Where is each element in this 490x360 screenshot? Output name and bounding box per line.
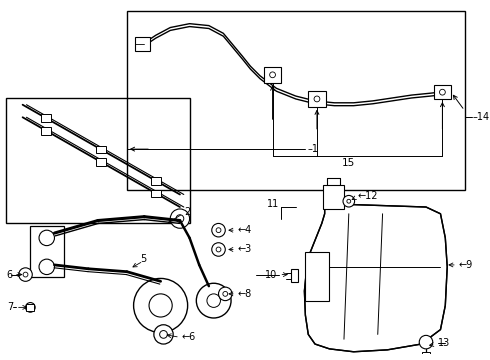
Bar	[323, 185, 344, 209]
Bar	[264, 67, 281, 82]
Circle shape	[212, 243, 225, 256]
Circle shape	[419, 336, 433, 349]
Text: 5: 5	[140, 254, 147, 264]
Circle shape	[149, 294, 172, 317]
Text: 6: 6	[6, 270, 12, 280]
Circle shape	[23, 272, 28, 277]
Bar	[30, 226, 64, 276]
Circle shape	[25, 302, 35, 312]
Circle shape	[343, 195, 355, 207]
Text: 10: 10	[265, 270, 277, 280]
Text: ←8: ←8	[238, 289, 252, 299]
Bar	[308, 91, 326, 107]
Bar	[97, 146, 106, 153]
Text: 15: 15	[342, 158, 355, 168]
Text: ←9: ←9	[459, 260, 473, 270]
Text: 7: 7	[8, 302, 14, 312]
Circle shape	[19, 268, 32, 281]
Text: ←6: ←6	[182, 332, 196, 342]
Text: 2: 2	[185, 207, 191, 217]
Circle shape	[347, 199, 351, 203]
Bar	[151, 177, 161, 185]
Bar	[6, 98, 190, 224]
Text: –1: –1	[307, 144, 318, 154]
Bar	[305, 252, 329, 301]
Circle shape	[216, 247, 221, 252]
Bar	[41, 127, 51, 135]
Circle shape	[160, 330, 168, 338]
Bar	[41, 114, 51, 122]
Polygon shape	[304, 204, 447, 352]
Circle shape	[207, 294, 220, 307]
Circle shape	[212, 224, 225, 237]
Circle shape	[223, 292, 228, 296]
Circle shape	[216, 228, 221, 233]
Text: ←12: ←12	[358, 192, 378, 201]
Circle shape	[39, 259, 54, 275]
Circle shape	[39, 230, 54, 246]
Bar	[151, 190, 161, 197]
Bar	[291, 269, 297, 282]
Bar	[97, 158, 106, 166]
Text: ←3: ←3	[238, 244, 252, 255]
Circle shape	[170, 209, 190, 228]
Circle shape	[176, 215, 184, 222]
Text: –14: –14	[472, 112, 490, 122]
Circle shape	[134, 278, 188, 333]
Bar	[127, 11, 465, 190]
Circle shape	[196, 283, 231, 318]
Circle shape	[154, 325, 173, 344]
Bar	[26, 303, 34, 311]
Text: ←4: ←4	[238, 225, 252, 235]
Bar	[135, 37, 150, 51]
Text: 11: 11	[267, 199, 279, 209]
Bar	[422, 352, 430, 360]
Text: 13: 13	[438, 338, 450, 348]
Bar	[434, 85, 451, 99]
Circle shape	[219, 287, 232, 301]
